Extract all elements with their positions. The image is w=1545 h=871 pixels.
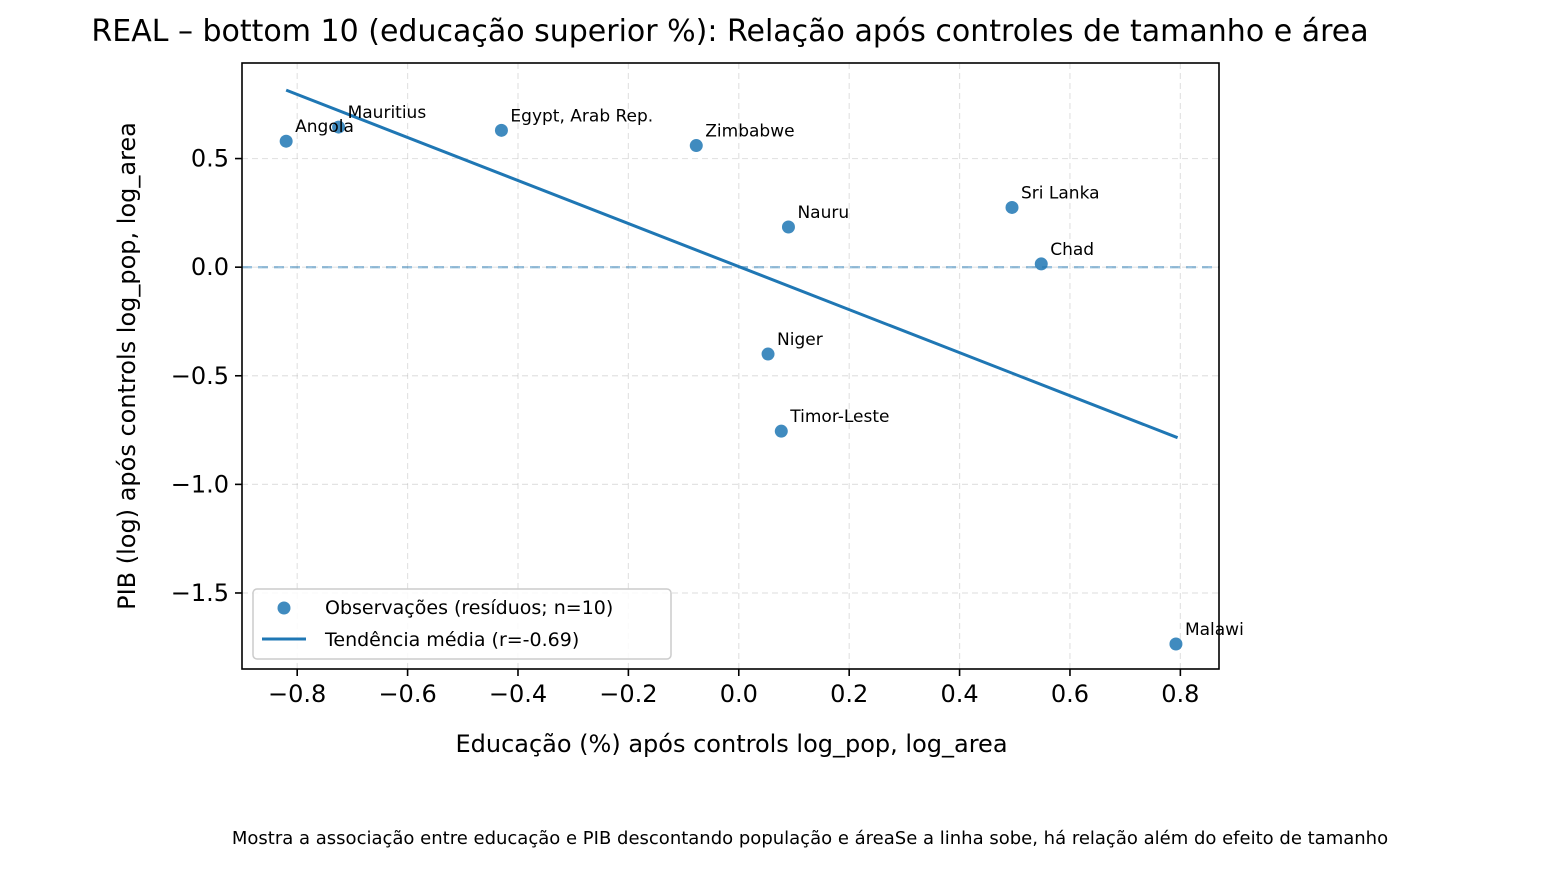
data-points bbox=[279, 120, 1183, 651]
data-point bbox=[774, 424, 788, 438]
x-tick-label: −0.4 bbox=[489, 680, 547, 708]
x-axis-label: Educação (%) após controls log_pop, log_… bbox=[455, 730, 1007, 758]
y-tick-label: −1.5 bbox=[171, 579, 229, 607]
y-axis-label: PIB (log) após controls log_pop, log_are… bbox=[113, 122, 141, 610]
point-label: Angola bbox=[295, 117, 354, 137]
x-tick-label: 0.0 bbox=[720, 680, 758, 708]
data-point bbox=[781, 220, 795, 234]
data-point bbox=[689, 139, 703, 153]
point-label: Niger bbox=[777, 330, 823, 350]
x-tick-label: 0.8 bbox=[1161, 680, 1199, 708]
x-tick-label: 0.4 bbox=[940, 680, 978, 708]
y-tick-label: 0.0 bbox=[191, 253, 229, 281]
data-point bbox=[279, 134, 293, 148]
legend-entry-observations: Observações (resíduos; n=10) bbox=[325, 597, 613, 619]
data-point bbox=[1005, 200, 1019, 214]
x-tick-label: −0.6 bbox=[378, 680, 436, 708]
x-tick-label: 0.6 bbox=[1051, 680, 1089, 708]
point-label: Malawi bbox=[1185, 620, 1244, 640]
x-tick-label: −0.8 bbox=[268, 680, 326, 708]
data-point bbox=[1034, 257, 1048, 271]
x-tick-label: −0.2 bbox=[599, 680, 657, 708]
grid-lines bbox=[242, 63, 1219, 669]
y-tick-label: −1.0 bbox=[171, 470, 229, 498]
data-point bbox=[494, 123, 508, 137]
data-point bbox=[761, 347, 775, 361]
legend: Observações (resíduos; n=10) Tendência m… bbox=[252, 588, 672, 660]
x-axis-ticks: −0.8 −0.6 −0.4 −0.2 0.0 0.2 0.4 0.6 0.8 bbox=[268, 669, 1199, 708]
data-point bbox=[332, 120, 346, 134]
chart-caption: Mostra a associação entre educação e PIB… bbox=[231, 828, 1389, 849]
point-label: Sri Lanka bbox=[1021, 183, 1100, 203]
chart-title: REAL – bottom 10 (educação superior %): … bbox=[91, 14, 1369, 49]
y-tick-label: 0.5 bbox=[191, 145, 229, 173]
legend-entry-trend: Tendência média (r=-0.69) bbox=[324, 629, 579, 651]
legend-box bbox=[252, 588, 672, 660]
data-point bbox=[1169, 637, 1183, 651]
point-label: Mauritius bbox=[348, 103, 427, 123]
point-label: Nauru bbox=[797, 203, 849, 223]
plot-frame bbox=[241, 62, 1220, 670]
trend-line bbox=[285, 88, 1179, 440]
legend-scatter-marker bbox=[277, 601, 291, 615]
point-label: Timor-Leste bbox=[789, 407, 889, 427]
point-label: Egypt, Arab Rep. bbox=[510, 106, 653, 126]
x-tick-label: 0.2 bbox=[830, 680, 868, 708]
point-label: Chad bbox=[1050, 240, 1094, 260]
y-tick-label: −0.5 bbox=[171, 362, 229, 390]
point-label: Zimbabwe bbox=[705, 122, 794, 142]
y-axis-ticks: 0.5 0.0 −0.5 −1.0 −1.5 bbox=[171, 145, 242, 607]
